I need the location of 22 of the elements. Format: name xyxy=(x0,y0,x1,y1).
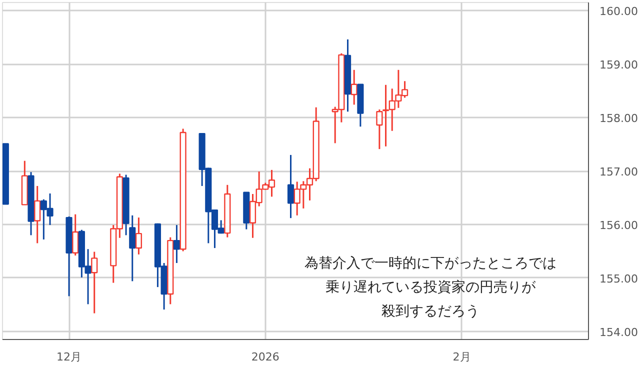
candlestick xyxy=(34,185,41,244)
y-tick-label: 159.00 xyxy=(600,58,638,72)
x-tick-label: 2月 xyxy=(452,350,471,364)
candlestick xyxy=(350,69,358,106)
candlestick xyxy=(173,224,180,264)
y-tick-label: 160.00 xyxy=(600,5,638,18)
candlestick xyxy=(376,108,383,150)
y-tick-label: 158.00 xyxy=(600,112,638,126)
x-tick-label: 2026 xyxy=(251,350,280,364)
annotation: 殺到するだろう xyxy=(381,303,480,320)
y-tick-label: 154.00 xyxy=(600,326,638,339)
x-tick-label: 12月 xyxy=(56,350,82,364)
annotation: 乗り遅れている投資家の円売りが xyxy=(325,279,536,296)
y-tick-label: 155.00 xyxy=(600,272,638,286)
candlestick xyxy=(135,216,142,256)
candlestick xyxy=(91,251,98,314)
candlestick xyxy=(129,214,136,282)
candlestick xyxy=(287,154,294,219)
candlestick xyxy=(72,214,79,256)
y-tick-label: 156.00 xyxy=(600,218,638,232)
annotation: 為替介入で一時的に下がったところでは xyxy=(304,255,556,272)
y-tick-label: 157.00 xyxy=(600,166,638,178)
